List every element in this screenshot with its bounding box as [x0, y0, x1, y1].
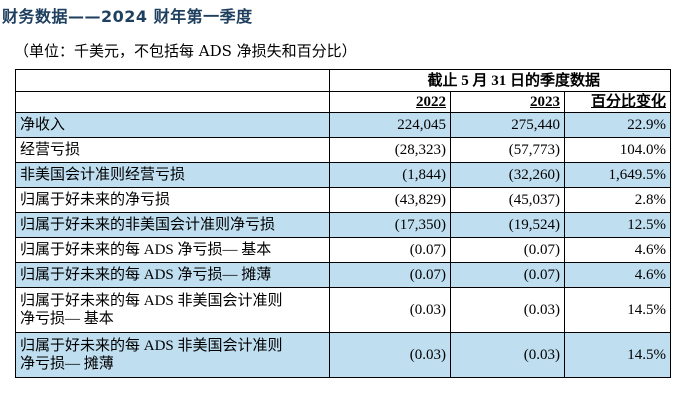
row-label-line1: 归属于好未来的每 ADS 非美国会计准则: [20, 293, 283, 309]
value-2023: (0.07): [450, 262, 565, 288]
value-2023: (57,773): [450, 137, 565, 163]
value-2023: 275,440: [450, 112, 565, 138]
period-header: 截止 5 月 31 日的季度数据: [328, 69, 672, 92]
value-2022: (0.03): [329, 287, 451, 333]
value-change: 2.8%: [563, 187, 672, 213]
table-row: 归属于好未来的每 ADS 非美国会计准则 净亏损— 基本 (0.03) (0.0…: [15, 287, 672, 333]
value-2022: 224,045: [329, 112, 451, 138]
table-row: 经营亏损 (28,323) (57,773) 104.0%: [15, 137, 672, 163]
unit-note: （单位：千美元，不包括每 ADS 净损失和百分比）: [14, 42, 357, 60]
value-2022: (0.07): [329, 262, 451, 288]
value-2023: (19,524): [450, 212, 565, 238]
row-label: 归属于好未来的每 ADS 净亏损— 摊薄: [15, 262, 330, 288]
table-row: 归属于好未来的每 ADS 净亏损— 摊薄 (0.07) (0.07) 4.6%: [15, 262, 672, 288]
column-header-2023: 2023: [450, 91, 565, 113]
value-2022: (0.07): [329, 237, 451, 263]
value-change: 4.6%: [563, 262, 672, 288]
table-row: 净收入 224,045 275,440 22.9%: [15, 112, 672, 138]
row-label: 净收入: [15, 112, 330, 138]
value-change: 14.5%: [563, 332, 672, 378]
row-label: 经营亏损: [15, 137, 330, 163]
table-row: 归属于好未来的每 ADS 净亏损— 基本 (0.07) (0.07) 4.6%: [15, 237, 672, 263]
table-header-row-period: 截止 5 月 31 日的季度数据: [15, 69, 672, 92]
row-label-line2: 净亏损— 基本: [20, 311, 114, 327]
column-header-2022: 2022: [329, 91, 451, 113]
value-change: 4.6%: [563, 237, 672, 263]
value-2023: (45,037): [450, 187, 565, 213]
value-change: 104.0%: [563, 137, 672, 163]
value-2022: (43,829): [329, 187, 451, 213]
value-2023: (0.07): [450, 237, 565, 263]
row-label: 归属于好未来的净亏损: [15, 187, 330, 213]
value-change: 22.9%: [563, 112, 672, 138]
header-blank-cell: [15, 69, 330, 92]
row-label: 归属于好未来的每 ADS 净亏损— 基本: [15, 237, 330, 263]
value-2022: (17,350): [329, 212, 451, 238]
row-label: 非美国会计准则经营亏损: [15, 162, 330, 188]
column-header-change: 百分比变化: [563, 91, 672, 113]
value-change: 1,649.5%: [563, 162, 672, 188]
financial-data-table: 截止 5 月 31 日的季度数据 2022 2023 百分比变化 净收入 224…: [15, 69, 672, 378]
table-header-row-columns: 2022 2023 百分比变化: [15, 91, 672, 113]
row-label: 归属于好未来的每 ADS 非美国会计准则 净亏损— 基本: [15, 287, 330, 333]
value-2023: (32,260): [450, 162, 565, 188]
table-row: 归属于好未来的非美国会计准则净亏损 (17,350) (19,524) 12.5…: [15, 212, 672, 238]
row-label: 归属于好未来的每 ADS 非美国会计准则 净亏损— 摊薄: [15, 332, 330, 378]
row-label: 归属于好未来的非美国会计准则净亏损: [15, 212, 330, 238]
value-change: 14.5%: [563, 287, 672, 333]
row-label-line1: 归属于好未来的每 ADS 非美国会计准则: [20, 338, 283, 354]
header-blank-cell: [15, 91, 330, 113]
row-label-line2: 净亏损— 摊薄: [20, 356, 114, 372]
value-2022: (0.03): [329, 332, 451, 378]
value-2022: (1,844): [329, 162, 451, 188]
table-row: 归属于好未来的净亏损 (43,829) (45,037) 2.8%: [15, 187, 672, 213]
table-row: 非美国会计准则经营亏损 (1,844) (32,260) 1,649.5%: [15, 162, 672, 188]
value-2023: (0.03): [450, 287, 565, 333]
value-2023: (0.03): [450, 332, 565, 378]
value-2022: (28,323): [329, 137, 451, 163]
table-row: 归属于好未来的每 ADS 非美国会计准则 净亏损— 摊薄 (0.03) (0.0…: [15, 332, 672, 378]
value-change: 12.5%: [563, 212, 672, 238]
page-title: 财务数据——2024 财年第一季度: [2, 7, 253, 26]
